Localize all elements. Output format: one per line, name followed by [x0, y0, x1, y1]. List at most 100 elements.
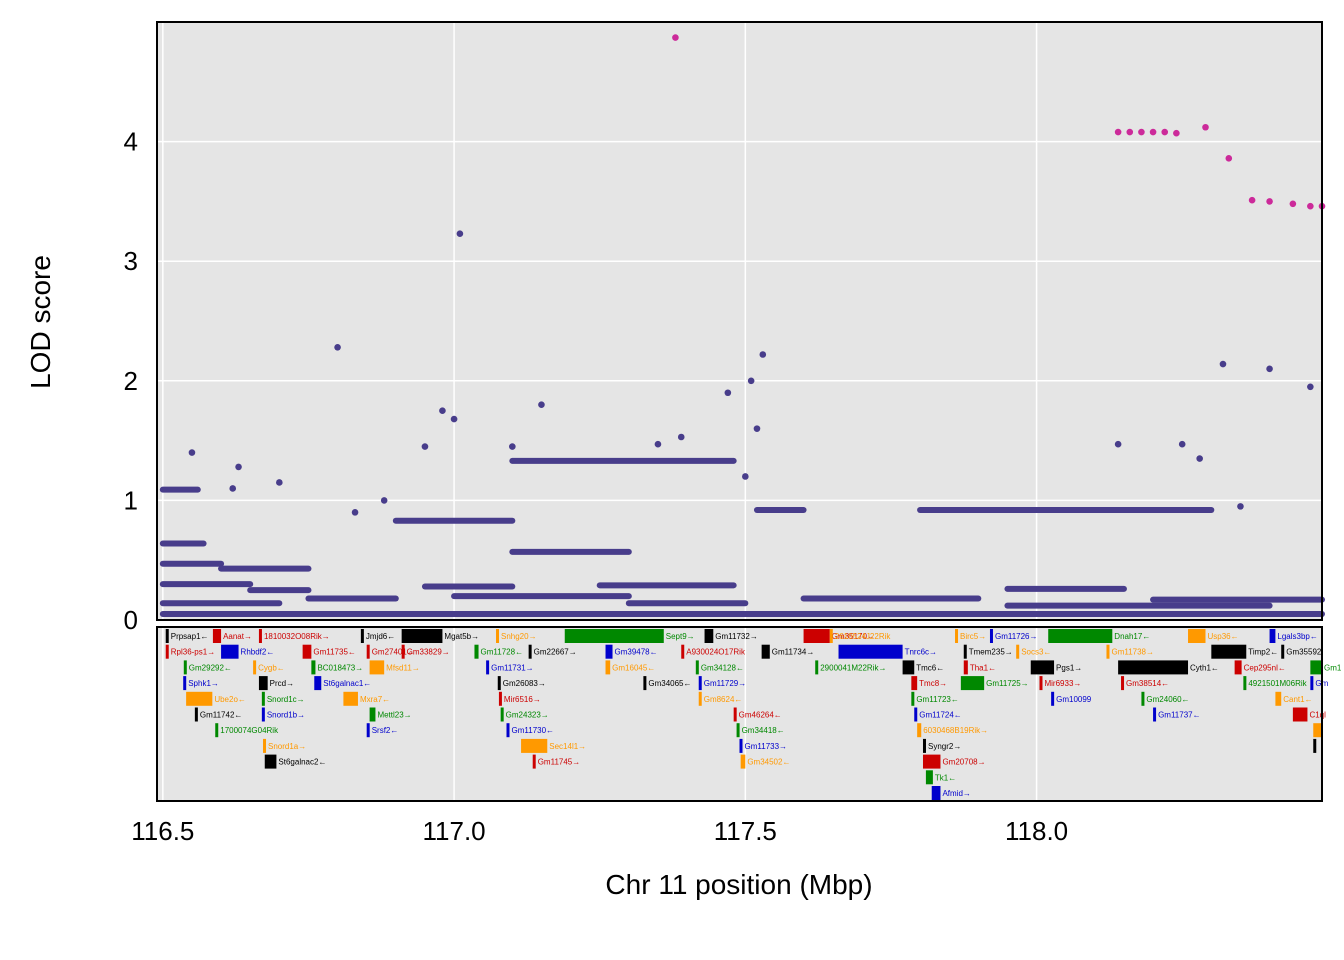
- gene-bar: [343, 691, 358, 706]
- gene-label: Tha1←: [970, 663, 996, 672]
- lod-point: [742, 473, 749, 480]
- gene-label: Dnah17←: [1114, 632, 1150, 641]
- lod-highlight-points: [672, 34, 1326, 210]
- gene-bar: [1243, 676, 1247, 691]
- gene-bar: [960, 676, 985, 691]
- gene-bar: [698, 691, 702, 706]
- gene-label: Ube2o←: [214, 695, 246, 704]
- gene-bar: [922, 738, 926, 753]
- lod-highlight-point: [1307, 202, 1314, 210]
- lod-point: [229, 485, 237, 492]
- gene-bar: [911, 676, 918, 691]
- gene-bar: [497, 676, 501, 691]
- lod-highlight-point: [1225, 155, 1233, 162]
- gene-label: Mir6516→: [504, 695, 541, 704]
- lod-point: [759, 351, 767, 358]
- y-tick-label: 0: [124, 605, 138, 635]
- gene-label: Lgals3bp←: [1277, 632, 1317, 641]
- gene-track: Prpsap1← Aanat→ 1810032O08Rik→ Jmjd6← Mgat5b…: [165, 629, 1342, 800]
- gene-label: Gm11735←: [313, 648, 356, 657]
- lod-highlight-point: [1173, 129, 1180, 137]
- gene-label: Gm27401←: [372, 648, 415, 657]
- lod-point: [421, 443, 429, 450]
- gene-label: Cyth1←: [1190, 663, 1219, 672]
- gene-bar: [1281, 644, 1285, 659]
- gene-bar: [1313, 723, 1322, 738]
- gene-bar: [695, 660, 699, 675]
- gene-bar: [521, 738, 548, 753]
- gene-bar: [1030, 660, 1055, 675]
- gene-label: St6galnac1←: [323, 679, 371, 688]
- gene-label: Sept9→: [666, 632, 695, 641]
- gene-label: 2610524J22Rik: [835, 632, 892, 641]
- gene-bar: [183, 676, 187, 691]
- gene-label: Snhg20→: [501, 632, 537, 641]
- gene-bar: [1051, 691, 1055, 706]
- gene-bar: [212, 629, 222, 643]
- lod-highlight-point: [1161, 128, 1169, 136]
- gene-label: Mfsd11→: [386, 663, 420, 672]
- x-axis-label: Chr 11 position (Mbp): [605, 869, 872, 900]
- gene-bar: [1269, 629, 1276, 643]
- lod-point: [654, 440, 662, 448]
- gene-label: Gm34502←: [747, 758, 790, 767]
- gene-label: Mettl23→: [377, 711, 411, 720]
- gene-bar: [914, 707, 918, 722]
- gene-label: Rhbdf2←: [241, 648, 275, 657]
- gene-label: Birc5→: [960, 632, 986, 641]
- gene-label: 1700074G04Rik: [220, 726, 279, 735]
- gene-bar: [258, 676, 268, 691]
- gene-bar: [165, 644, 169, 659]
- lod-point: [1266, 365, 1273, 373]
- gene-bar: [838, 644, 903, 659]
- lod-point: [456, 230, 464, 237]
- gene-bar: [1313, 738, 1317, 753]
- gene-label: Gm11745→: [538, 758, 581, 767]
- gene-label: Prcd→: [270, 679, 294, 688]
- gene-bar: [1211, 644, 1247, 659]
- lod-highlight-point: [672, 34, 679, 41]
- plot-panel: [157, 22, 1322, 620]
- y-tick-label: 3: [124, 246, 138, 276]
- gene-label: Rpl36-ps1→: [171, 648, 215, 657]
- gene-bar: [815, 660, 819, 675]
- gene-label: Gm11734→: [772, 648, 815, 657]
- lod-point: [276, 479, 283, 486]
- gene-bar: [186, 691, 213, 706]
- gene-bar: [165, 629, 169, 643]
- gene-bar: [963, 644, 967, 659]
- gene-bar: [803, 629, 830, 643]
- gene-bar: [736, 723, 740, 738]
- gene-label: Cygb←: [258, 663, 285, 672]
- gene-label: Mir6933→: [1044, 679, 1081, 688]
- gene-bar: [1016, 644, 1020, 659]
- gene-bar: [1275, 691, 1282, 706]
- gene-label: Gm11732→: [715, 632, 758, 641]
- gene-bar: [261, 691, 265, 706]
- lod-highlight-point: [1114, 128, 1122, 136]
- gene-label: Prpsap1←: [171, 632, 209, 641]
- gene-bar: [474, 644, 479, 659]
- gene-bar: [955, 629, 959, 643]
- gene-label: Tmem235→: [969, 648, 1013, 657]
- gene-label: C1ql: [1309, 711, 1326, 720]
- y-tick-label: 1: [124, 485, 138, 515]
- lod-point: [1307, 383, 1314, 391]
- gene-label: Srsf2←: [372, 726, 399, 735]
- gene-bar: [564, 629, 664, 643]
- gene-bar: [314, 676, 322, 691]
- gene-bar: [401, 644, 405, 659]
- gene-label: Jmjd6←: [366, 632, 395, 641]
- lod-point: [509, 443, 516, 450]
- gene-bar: [1039, 676, 1043, 691]
- gene-label: Snord1a→: [268, 742, 306, 751]
- gene-label: Gm11725→: [986, 679, 1029, 688]
- gene-label: Syngr2→: [928, 742, 961, 751]
- gene-bar: [302, 644, 312, 659]
- gene-bar: [605, 660, 611, 675]
- gene-label: Gm35592: [1286, 648, 1322, 657]
- gene-bar: [1106, 644, 1110, 659]
- gene-label: Sec14l1→: [549, 742, 586, 751]
- gene-bar: [1153, 707, 1157, 722]
- gene-label: Gm11730←: [512, 726, 555, 735]
